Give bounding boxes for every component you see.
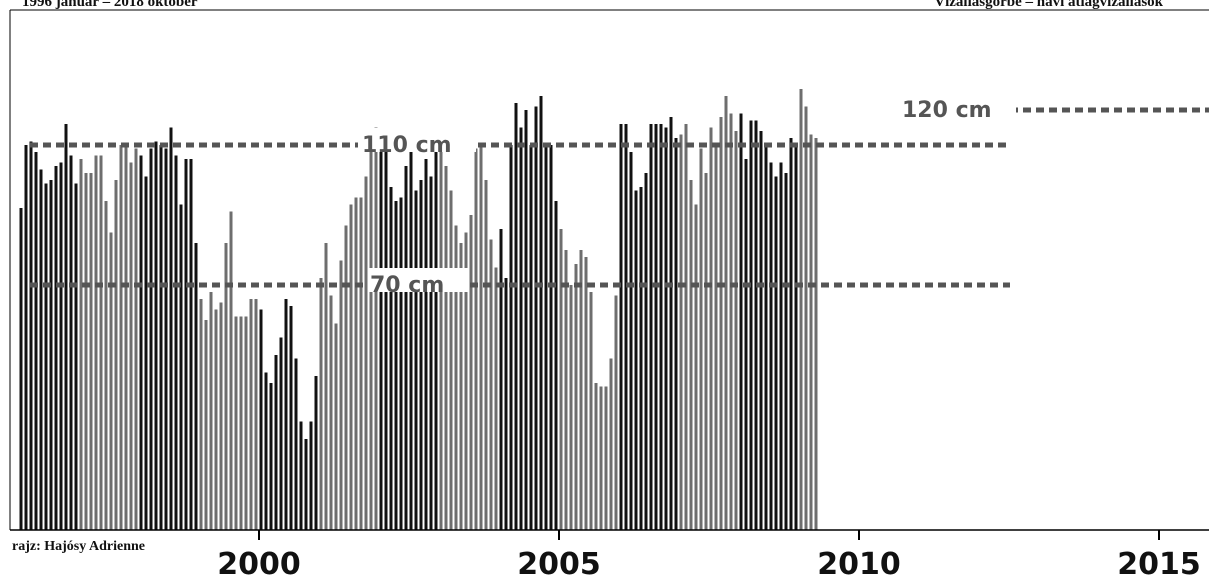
chart-bars (19, 89, 818, 530)
chart-credit: rajz: Hajósy Adrienne (12, 539, 145, 554)
reference-lines: 110 cm 70 cm 120 cm (30, 93, 1209, 298)
x-tick-label: 2005 (517, 547, 601, 577)
x-tick-label: 2015 (1117, 547, 1201, 577)
x-tick-label: 2010 (817, 547, 901, 577)
chart-header-left: 1996 január – 2018 október (22, 0, 198, 10)
ref-line-label: 110 cm (362, 133, 452, 158)
ref-label-background (360, 128, 476, 152)
ref-label-background (368, 268, 468, 292)
x-tick-labels: 2000 2005 2010 2015 (217, 530, 1201, 577)
ref-line-label: 120 cm (902, 98, 992, 123)
x-tick-label: 2000 (217, 547, 301, 577)
chart-header-right: Vízállásgörbe – havi átlagvízállások (934, 0, 1163, 10)
ref-line-label: 70 cm (370, 273, 444, 298)
ref-label-background (900, 93, 1016, 117)
